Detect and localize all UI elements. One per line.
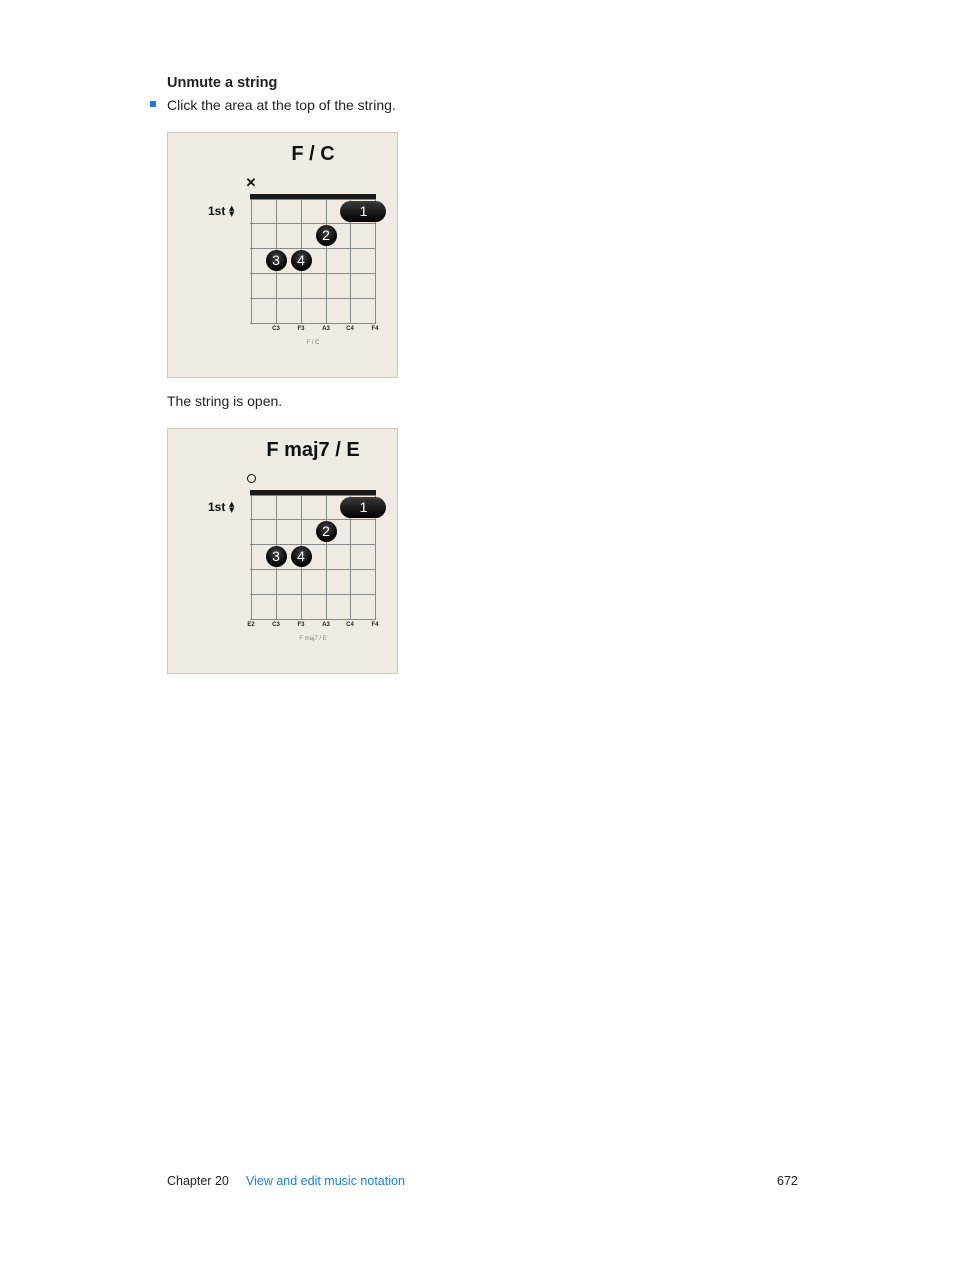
bullet-icon — [150, 101, 156, 107]
finger-dot-3[interactable]: 3 — [265, 250, 287, 271]
fret-line — [250, 248, 376, 249]
fret-line — [250, 519, 376, 520]
string-note-label: C4 — [346, 326, 354, 332]
fret-line — [250, 298, 376, 299]
string-note-label: F3 — [297, 326, 305, 332]
chord-diagram-fmaj7-e[interactable]: F maj7 / E 1st ▲ ▼ E2 C3 F3 A3 C4 F4 1 2 3 4 F maj7 / … — [167, 428, 398, 674]
fret-position-stepper[interactable]: 1st — [208, 204, 226, 218]
finger-dot-2[interactable]: 2 — [315, 521, 337, 542]
instruction-text: Click the area at the top of the string. — [167, 97, 396, 113]
footer-chapter-link[interactable]: View and edit music notation — [246, 1174, 405, 1188]
string-line[interactable] — [350, 199, 351, 323]
section-heading: Unmute a string — [167, 75, 278, 91]
fret-line — [250, 594, 376, 595]
open-string-icon[interactable] — [247, 474, 256, 483]
fret-line — [250, 619, 376, 620]
fret-line — [250, 199, 376, 200]
string-line[interactable] — [251, 199, 252, 323]
string-line[interactable] — [375, 199, 376, 323]
page-number: 672 — [777, 1174, 798, 1188]
stepper-arrows-icon[interactable]: ▲ ▼ — [229, 204, 235, 218]
footer-chapter: Chapter 20 — [167, 1174, 229, 1188]
fret-line — [250, 569, 376, 570]
finger-dot-4[interactable]: 4 — [290, 250, 312, 271]
string-note-label: C4 — [346, 622, 354, 628]
string-note-label: F4 — [371, 622, 379, 628]
finger-barre-1[interactable]: 1 — [340, 200, 386, 222]
string-note-label: E2 — [247, 622, 255, 628]
nut — [250, 194, 376, 199]
caption-text: The string is open. — [167, 393, 283, 409]
x-mute-icon[interactable]: ✕ — [245, 175, 257, 190]
fret-line — [250, 495, 376, 496]
fret-line — [250, 544, 376, 545]
string-note-label: F3 — [297, 622, 305, 628]
string-note-label: C3 — [272, 326, 280, 332]
fret-line — [250, 223, 376, 224]
finger-dot-2[interactable]: 2 — [315, 225, 337, 246]
string-note-label: A3 — [322, 622, 330, 628]
chord-title: F maj7 / E — [266, 439, 360, 461]
finger-barre-1[interactable]: 1 — [340, 496, 386, 518]
string-line[interactable] — [326, 199, 327, 323]
fret-position-stepper[interactable]: 1st — [208, 500, 226, 514]
fret-line — [250, 323, 376, 324]
stepper-arrows-icon[interactable]: ▲ ▼ — [229, 500, 235, 514]
string-line[interactable] — [326, 495, 327, 619]
chord-diagram-f-c[interactable]: F / C 1st ▲ ▼ ✕ C3 F3 A3 C4 F4 1 2 3 4 F / C — [167, 132, 398, 378]
chord-name-label: F / C — [306, 340, 320, 346]
fret-line — [250, 273, 376, 274]
chord-name-label: F maj7 / E — [299, 636, 327, 642]
string-note-label: C3 — [272, 622, 280, 628]
string-line[interactable] — [350, 495, 351, 619]
string-line[interactable] — [251, 495, 252, 619]
finger-dot-3[interactable]: 3 — [265, 546, 287, 567]
string-note-label: A3 — [322, 326, 330, 332]
nut — [250, 490, 376, 495]
chord-title: F / C — [291, 143, 335, 165]
finger-dot-4[interactable]: 4 — [290, 546, 312, 567]
string-line[interactable] — [375, 495, 376, 619]
string-note-label: F4 — [371, 326, 379, 332]
